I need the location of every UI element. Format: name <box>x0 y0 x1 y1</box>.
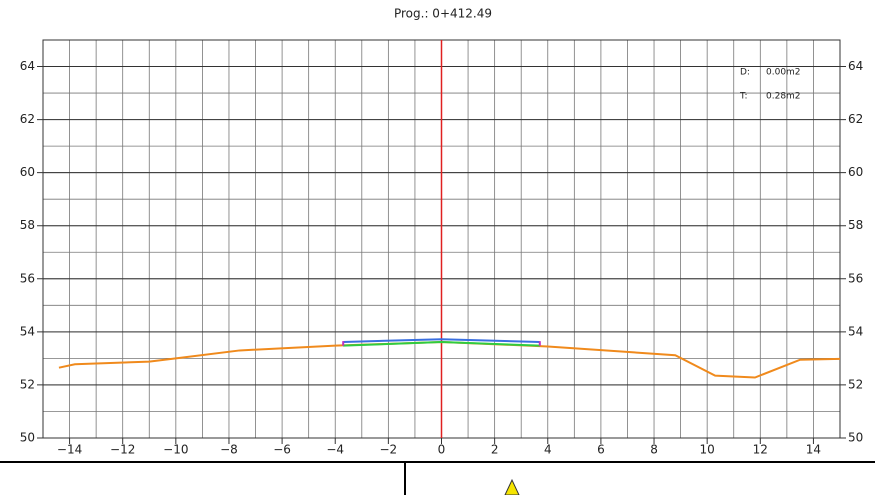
annotation-label: T: <box>739 92 748 102</box>
series-line <box>343 340 540 347</box>
annotation-label: D: <box>740 68 750 78</box>
y-tick-label: 60 <box>20 165 35 179</box>
cursor-icon <box>504 478 520 495</box>
y-tick-label-right: 58 <box>848 218 863 232</box>
y-tick-label-right: 56 <box>848 271 863 285</box>
x-tick-label: 14 <box>806 443 821 457</box>
x-tick-label: −6 <box>273 443 291 457</box>
x-tick-label: 10 <box>700 443 715 457</box>
x-tick-label: −2 <box>380 443 398 457</box>
y-tick-label-right: 50 <box>848 431 863 445</box>
x-tick-label: 8 <box>650 443 658 457</box>
x-tick-label: 6 <box>597 443 605 457</box>
x-tick-label: −8 <box>220 443 238 457</box>
y-tick-label-right: 62 <box>848 112 863 126</box>
y-tick-label-right: 60 <box>848 165 863 179</box>
y-tick-label: 58 <box>20 218 35 232</box>
y-tick-label: 62 <box>20 112 35 126</box>
y-tick-label-right: 64 <box>848 59 863 73</box>
x-tick-label: −12 <box>110 443 135 457</box>
x-tick-label: −10 <box>163 443 188 457</box>
series-line <box>343 338 540 343</box>
y-tick-label-right: 54 <box>848 324 863 338</box>
y-tick-label: 50 <box>20 431 35 445</box>
x-tick-label: 0 <box>438 443 446 457</box>
y-tick-label-right: 52 <box>848 377 863 391</box>
y-tick-label: 64 <box>20 59 35 73</box>
chart-title: Prog.: 0+412.49 <box>394 7 492 21</box>
x-tick-label: −14 <box>57 443 82 457</box>
y-tick-label: 54 <box>20 324 35 338</box>
x-tick-label: 2 <box>491 443 499 457</box>
y-tick-label: 56 <box>20 271 35 285</box>
x-tick-label: 4 <box>544 443 552 457</box>
x-tick-label: −4 <box>326 443 344 457</box>
x-tick-label: 12 <box>753 443 768 457</box>
annotation-value: 0.00m2 <box>766 68 801 78</box>
annotation-value: 0.28m2 <box>766 92 801 102</box>
y-tick-label: 52 <box>20 377 35 391</box>
